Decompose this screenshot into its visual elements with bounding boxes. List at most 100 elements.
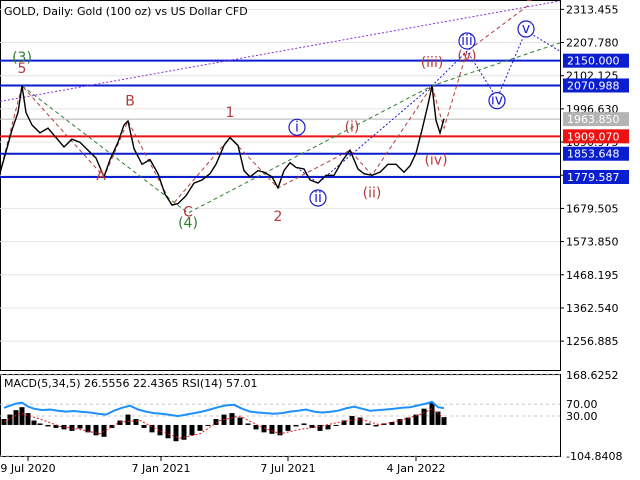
macd-histogram-bar <box>157 424 163 436</box>
wave-label-circle <box>517 20 535 38</box>
y-tick-label: 2313.455 <box>566 3 619 16</box>
macd-histogram-bar <box>269 424 275 434</box>
projection-path-purple <box>0 0 561 102</box>
x-tick-label: 7 Jan 2021 <box>132 462 191 475</box>
macd-histogram-bar <box>133 419 139 425</box>
price-level-tag <box>563 146 629 161</box>
macd-histogram-bar <box>109 424 115 428</box>
macd-histogram-bar <box>85 424 91 433</box>
rsi-line <box>3 400 445 418</box>
price-level-tag <box>563 129 629 144</box>
macd-histogram-bar <box>285 424 291 431</box>
price-level-tag <box>563 53 629 68</box>
price-level-tags: 2150.000 2070.988 1963.850 1909.070 1853.648… <box>563 53 629 184</box>
wave-label: 1 <box>226 105 235 121</box>
macd-histogram-bar <box>349 416 355 425</box>
macd-histogram-bar <box>13 410 19 425</box>
wave-label: 2 <box>274 209 283 225</box>
macd-histogram-bar <box>333 424 339 426</box>
wave-label: iii <box>461 33 473 49</box>
macd-histogram-bar <box>381 423 387 425</box>
y-tick-label: 1679.505 <box>566 202 619 215</box>
macd-histogram-bar <box>125 414 131 425</box>
wave-label-circle <box>458 32 476 50</box>
macd-histogram-bar <box>149 424 155 433</box>
price-levels <box>0 59 560 178</box>
macd-histogram-bar <box>117 420 123 425</box>
macd-histogram-bar <box>45 424 51 427</box>
y-tick-label: 1362.540 <box>566 302 619 315</box>
macd-histogram-bar <box>31 420 37 425</box>
macd-histogram-bar <box>181 424 187 440</box>
macd-histogram-bar <box>37 423 43 425</box>
wave-label: A <box>96 168 106 184</box>
macd-histogram-bar <box>429 402 435 425</box>
macd-histogram-bar <box>373 424 379 427</box>
wave-label: B <box>125 94 135 110</box>
main-plot-grid <box>0 8 560 342</box>
indicator-tick-label: 168.6252 <box>566 369 619 382</box>
price-level-tag <box>563 112 629 127</box>
price-line <box>0 85 445 206</box>
indicator-label: MACD(5,34,5) 26.5556 22.4365 RSI(14) 57.… <box>4 377 257 390</box>
price-level-label: 1909.070 <box>567 130 620 143</box>
wave-label: v <box>522 21 530 37</box>
wave-label: 3 <box>526 0 535 5</box>
indicator-tick-label: -104.8408 <box>566 450 622 463</box>
macd-histogram-bar <box>237 417 243 425</box>
indicator-series <box>1 400 447 442</box>
indicator-tick-label: 70.00 <box>566 398 598 411</box>
time-axis: 9 Jul 2020 7 Jan 2021 7 Jul 2021 4 Jan 2022 <box>0 457 445 475</box>
macd-histogram-bar <box>7 414 13 425</box>
wave-label: (iii) <box>421 55 444 71</box>
macd-histogram-bar <box>397 419 403 425</box>
price-level-label: 1963.850 <box>567 113 620 126</box>
wave-label: (ii) <box>363 185 382 201</box>
macd-histogram-bar <box>341 420 347 425</box>
macd-histogram-bar <box>325 424 331 430</box>
macd-signal-line <box>3 408 445 439</box>
x-tick-label: 4 Jan 2022 <box>387 462 446 475</box>
wave-label: iv <box>491 93 503 109</box>
price-level-label: 2070.988 <box>567 79 620 92</box>
macd-histogram-bar <box>189 424 195 436</box>
wave-label: (3) <box>12 50 32 66</box>
macd-histogram-bar <box>357 417 363 425</box>
macd-histogram-bar <box>77 424 83 429</box>
macd-histogram-bar <box>317 424 323 431</box>
macd-histogram-bar <box>421 408 427 425</box>
wave-label-circle <box>288 118 306 136</box>
macd-histogram-bar <box>441 417 447 425</box>
y-tick-label: 2207.780 <box>566 37 619 50</box>
price-level-label: 1853.648 <box>567 148 620 161</box>
macd-histogram-bar <box>301 423 307 425</box>
y-tick-label: 1468.195 <box>566 269 619 282</box>
main-plot-frame <box>0 0 561 371</box>
projection-path-blue <box>289 30 561 184</box>
macd-histogram-bar <box>261 424 267 433</box>
wave-label: (v) <box>457 49 476 65</box>
indicator-tick-label: 30.00 <box>566 410 598 423</box>
macd-histogram-bar <box>53 424 59 428</box>
price-level-tag <box>563 169 629 184</box>
wave-label: (4) <box>178 216 198 232</box>
wave-label-circle <box>488 92 506 110</box>
macd-histogram-bar <box>277 424 283 436</box>
price-level-label: 1779.587 <box>567 171 620 184</box>
macd-histogram-bar <box>229 413 235 425</box>
wave-label: (i) <box>345 119 360 135</box>
macd-histogram-bar <box>293 424 299 427</box>
macd-histogram-bar <box>435 411 441 425</box>
wave-labels: (3)5ABC(4)12iii(i)(ii)(iii)(iv)(v)iiiivv… <box>12 0 535 232</box>
wave-label: 5 <box>18 61 27 77</box>
price-series <box>0 85 445 206</box>
macd-histogram-bar <box>197 424 203 431</box>
wave-label: ii <box>314 190 322 206</box>
macd-histogram-bar <box>405 417 411 425</box>
macd-histogram-bar <box>245 423 251 425</box>
x-tick-label: 7 Jul 2021 <box>260 462 315 475</box>
macd-histogram-bar <box>389 421 395 425</box>
wave-label: (iv) <box>424 152 447 168</box>
